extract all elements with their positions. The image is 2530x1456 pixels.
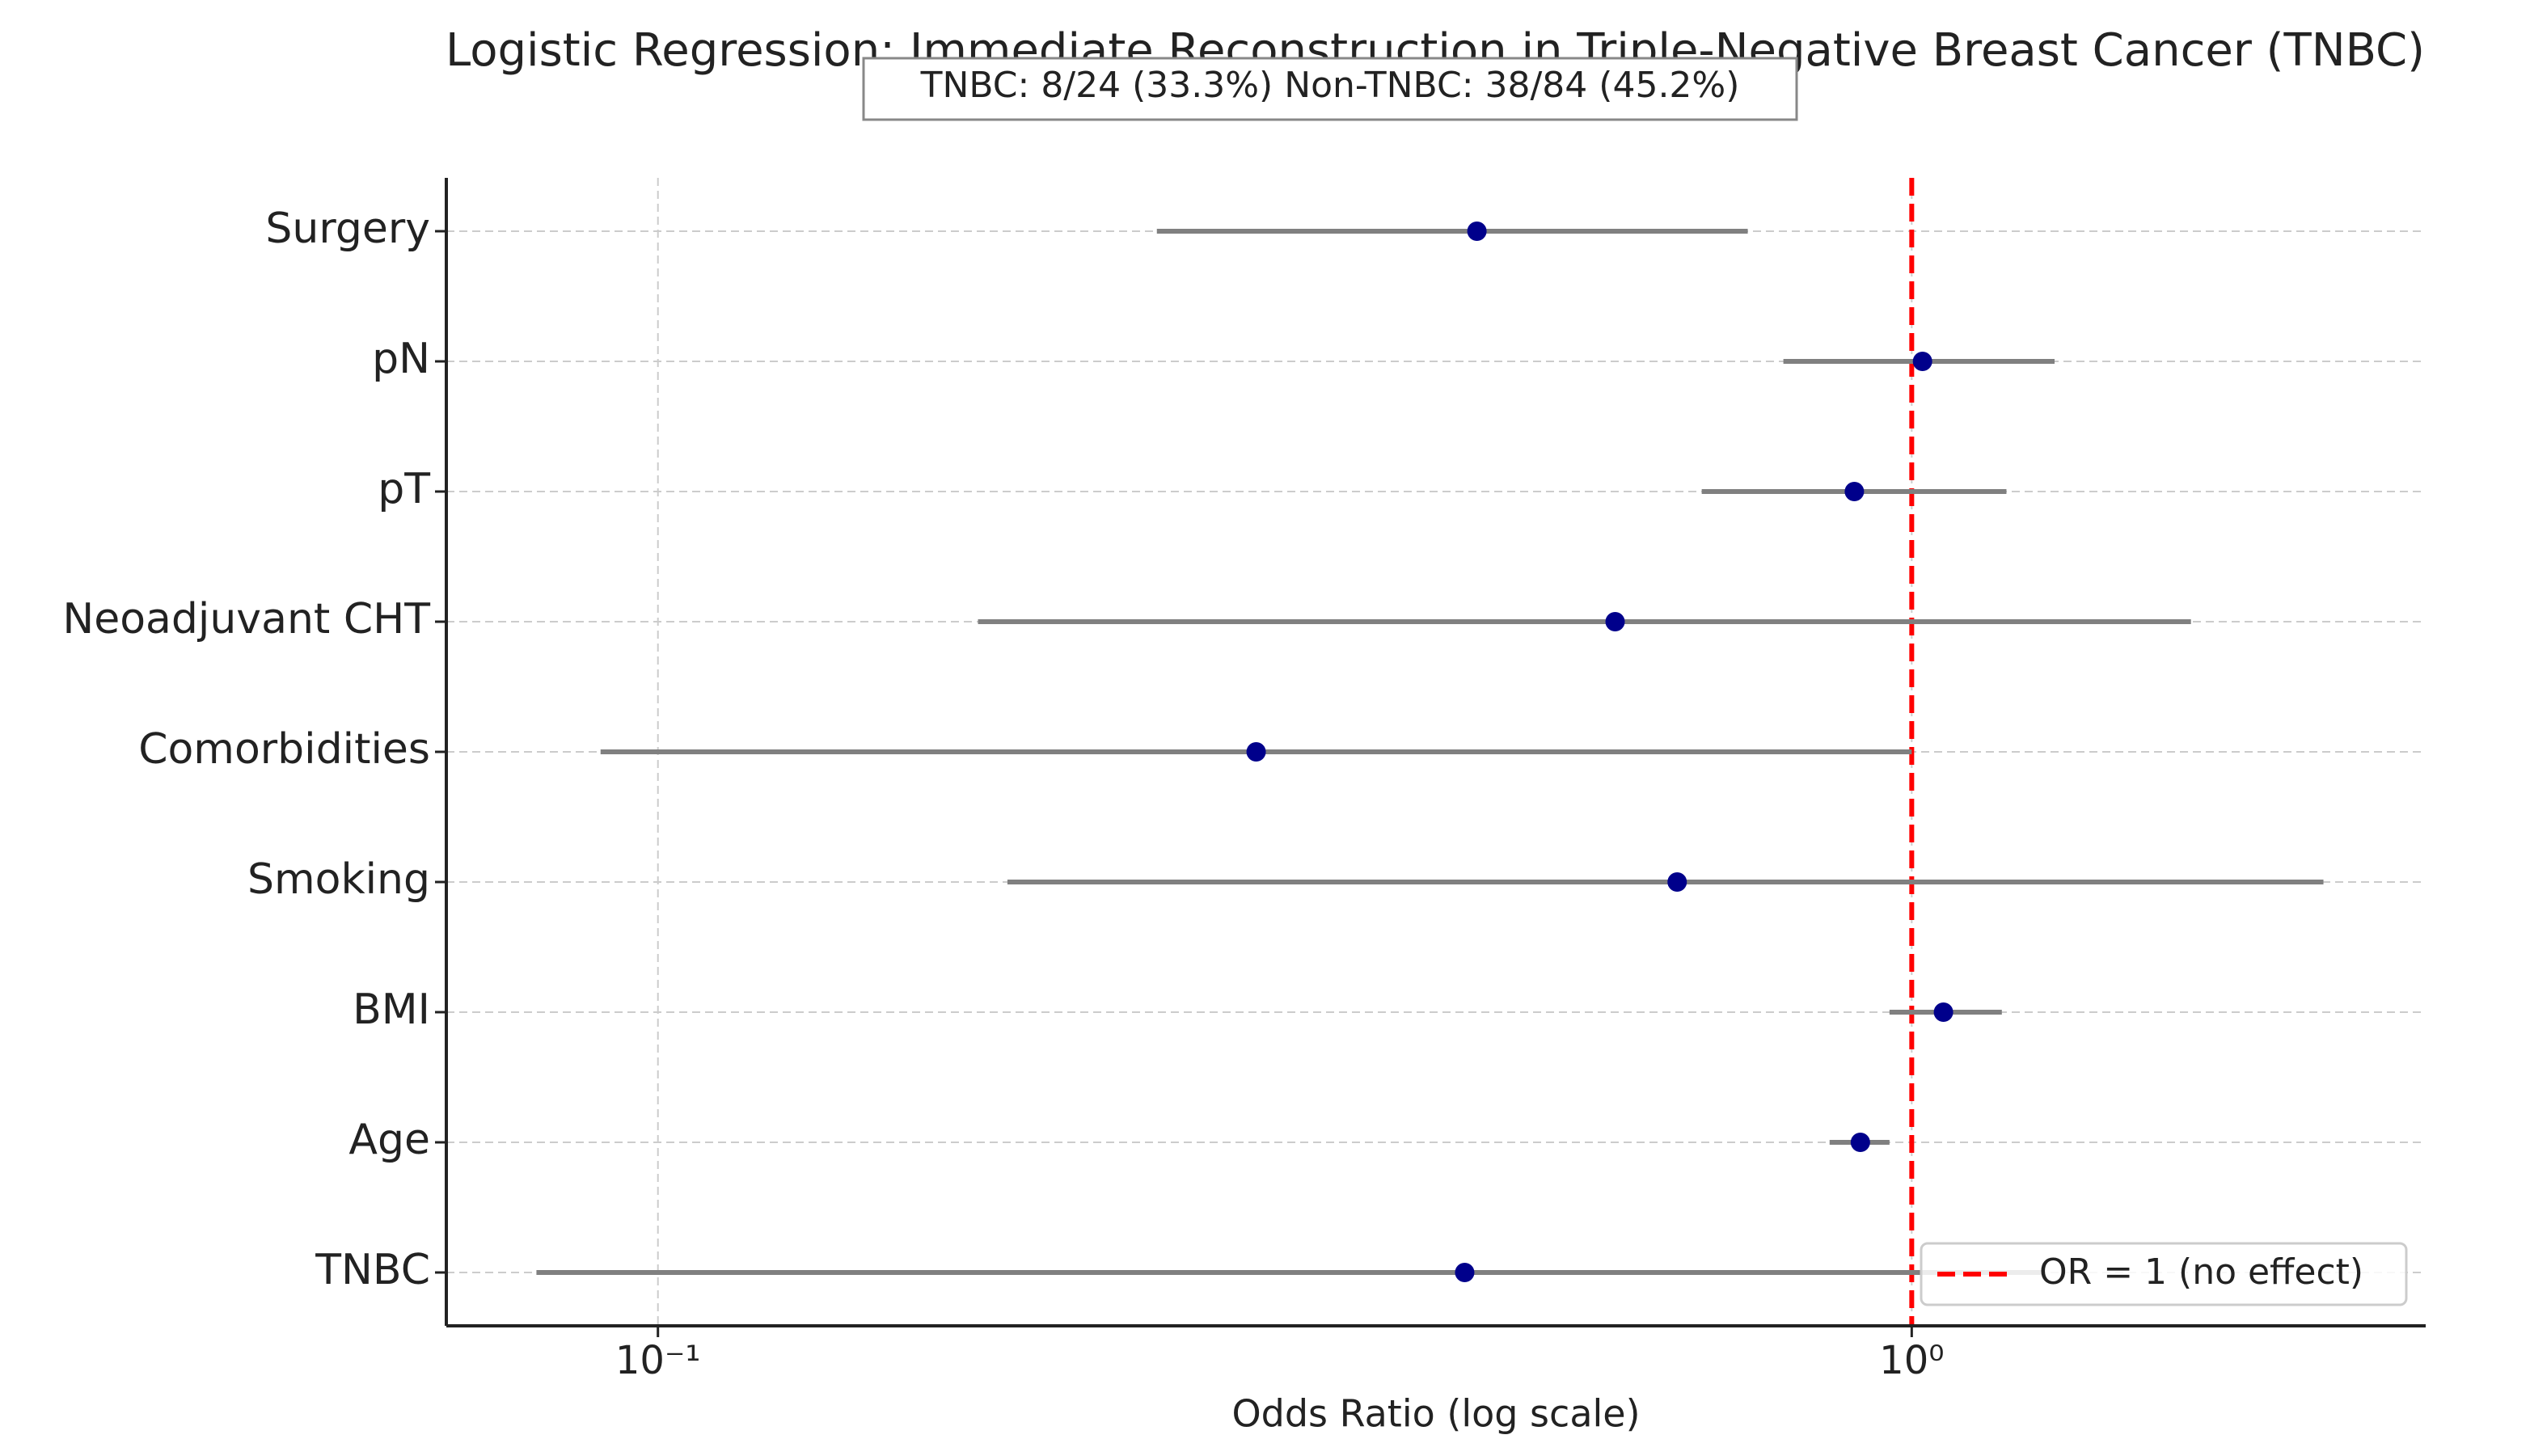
- point-estimate: [1850, 1132, 1870, 1152]
- annotation: TNBC: 8/24 (33.3%) Non-TNBC: 38/84 (45.2…: [920, 65, 1740, 106]
- y-tick-label: BMI: [353, 985, 430, 1034]
- y-tick-label: pT: [378, 465, 430, 513]
- point-estimate: [1467, 222, 1487, 242]
- x-tick-label: 10⁻¹: [615, 1338, 701, 1383]
- y-tick-label: pN: [372, 335, 430, 383]
- y-tick-label: Age: [348, 1116, 430, 1164]
- point-estimate: [1844, 482, 1865, 502]
- point-estimate: [1605, 612, 1625, 632]
- legend-label: OR = 1 (no effect): [2039, 1251, 2363, 1293]
- point-estimate: [1667, 871, 1687, 892]
- point-estimate: [1933, 1002, 1953, 1022]
- x-axis-label: Odds Ratio (log scale): [1231, 1392, 1640, 1436]
- point-estimate: [1455, 1262, 1475, 1282]
- y-tick-label: Neoadjuvant CHT: [62, 595, 430, 644]
- annotation-box: [862, 57, 1798, 121]
- y-tick-label: Smoking: [247, 855, 430, 904]
- y-tick-label: TNBC: [315, 1246, 430, 1294]
- y-tick-label: Surgery: [265, 205, 430, 253]
- legend-box: [1920, 1242, 2408, 1306]
- point-estimate: [1912, 352, 1932, 372]
- y-tick-label: Comorbidities: [138, 725, 430, 774]
- x-tick-label: 10⁰: [1879, 1338, 1944, 1383]
- point-estimate: [1246, 742, 1266, 762]
